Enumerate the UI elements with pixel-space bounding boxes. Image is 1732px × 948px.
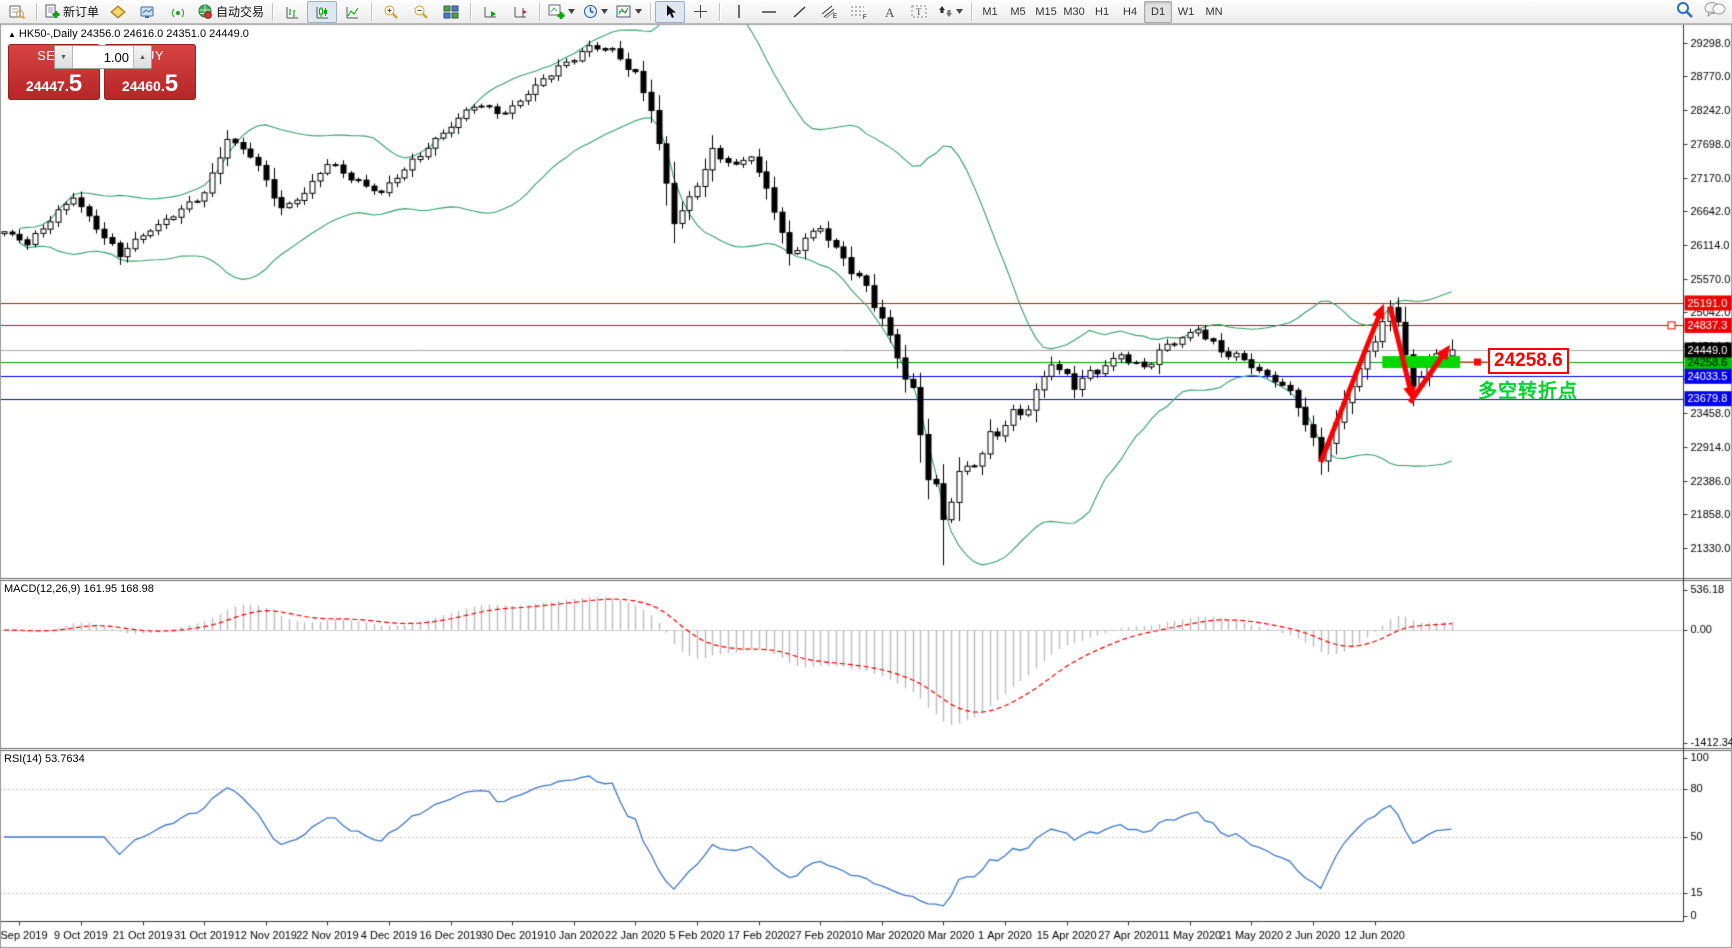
toolbar-separator bbox=[36, 2, 37, 21]
timeframe-bar: M1 M5 M15 M30 H1 H4 D1 W1 MN bbox=[976, 0, 1228, 23]
price-callout-box[interactable]: 24258.6 bbox=[1488, 348, 1569, 374]
fibonacci-icon[interactable]: F bbox=[844, 1, 874, 23]
trendline-icon[interactable] bbox=[784, 1, 814, 23]
volume-increase-button[interactable]: ▲ bbox=[133, 46, 151, 68]
toolbar-separator bbox=[650, 2, 652, 21]
timeframe-button-M1[interactable]: M1 bbox=[982, 5, 998, 18]
macd-indicator-label: MACD(12,26,9) 161.95 168.98 bbox=[4, 583, 154, 595]
sell-price: 24447.5 bbox=[25, 70, 83, 97]
horizontal-line-icon[interactable] bbox=[754, 1, 784, 23]
new-order-button[interactable]: 新订单 bbox=[41, 1, 103, 23]
volume-decrease-button[interactable]: ▼ bbox=[55, 46, 73, 68]
chart-shift-icon[interactable] bbox=[505, 1, 535, 23]
timeframe-button-W1[interactable]: W1 bbox=[1177, 5, 1195, 18]
rsi-indicator-label: RSI(14) 53.7634 bbox=[4, 753, 85, 765]
one-click-trading-panel: SELL 24447.5 BUY 24460.5 ▼ ▲ bbox=[8, 44, 196, 100]
toolbar-separator bbox=[470, 2, 472, 21]
timeframe-button-M15[interactable]: M15 bbox=[1035, 5, 1057, 18]
svg-text:A: A bbox=[885, 5, 895, 19]
volume-box: ▼ ▲ bbox=[54, 45, 152, 69]
timeframe-button-M5[interactable]: M5 bbox=[1010, 5, 1026, 18]
market-watch-icon[interactable] bbox=[103, 1, 133, 23]
svg-text:F: F bbox=[863, 15, 867, 19]
line-chart-icon[interactable] bbox=[337, 1, 367, 23]
auto-trading-button[interactable]: 自动交易 bbox=[193, 1, 268, 23]
timeframe-button-MN[interactable]: MN bbox=[1205, 5, 1223, 18]
toolbar-separator bbox=[539, 2, 541, 21]
chart-symbol-title: ▲ HK50-,Daily 24356.0 24616.0 24351.0 244… bbox=[8, 28, 249, 40]
symbol-marker-icon: ▲ bbox=[8, 30, 16, 39]
toolbar-separator bbox=[272, 2, 274, 21]
text-icon[interactable]: A bbox=[874, 1, 904, 23]
strategy-tester-icon[interactable] bbox=[133, 1, 163, 23]
candlestick-chart-icon[interactable] bbox=[307, 0, 338, 23]
cursor-icon[interactable] bbox=[655, 0, 686, 23]
templates-icon[interactable] bbox=[612, 1, 646, 23]
zoom-out-icon[interactable] bbox=[406, 1, 436, 23]
signals-icon[interactable] bbox=[163, 1, 193, 23]
toolbar: 新订单 自动交易 bbox=[0, 0, 1732, 24]
text-label-icon[interactable]: T bbox=[904, 1, 934, 23]
new-order-label: 新订单 bbox=[63, 5, 100, 19]
arrows-objects-icon[interactable] bbox=[934, 1, 967, 23]
data-window-icon[interactable] bbox=[2, 1, 32, 23]
toolbar-separator bbox=[719, 2, 721, 21]
buy-price: 24460.5 bbox=[121, 70, 179, 97]
timeframe-button-H4[interactable]: H4 bbox=[1123, 5, 1138, 18]
chat-icon[interactable] bbox=[1704, 1, 1726, 23]
toolbar-separator bbox=[971, 2, 973, 21]
equidistant-channel-icon[interactable]: E bbox=[814, 1, 844, 23]
svg-text:T: T bbox=[916, 7, 922, 17]
vertical-line-icon[interactable] bbox=[724, 1, 754, 23]
turning-point-note[interactable]: 多空转折点 bbox=[1478, 381, 1579, 402]
volume-input[interactable] bbox=[73, 48, 133, 66]
toolbar-separator bbox=[371, 2, 373, 21]
svg-text:E: E bbox=[833, 14, 837, 19]
periods-icon[interactable] bbox=[579, 1, 612, 23]
auto-scroll-icon[interactable] bbox=[475, 1, 505, 23]
bar-chart-icon[interactable] bbox=[277, 1, 307, 23]
auto-trading-label: 自动交易 bbox=[216, 5, 265, 19]
tile-windows-icon[interactable] bbox=[436, 1, 466, 23]
zoom-in-icon[interactable] bbox=[376, 1, 406, 23]
search-icon[interactable] bbox=[1676, 1, 1694, 23]
timeframe-button-D1[interactable]: D1 bbox=[1144, 0, 1173, 23]
indicators-add-icon[interactable] bbox=[544, 1, 579, 23]
toolbar-right bbox=[1676, 0, 1726, 24]
timeframe-button-H1[interactable]: H1 bbox=[1095, 5, 1110, 18]
timeframe-button-M30[interactable]: M30 bbox=[1063, 5, 1085, 18]
crosshair-icon[interactable] bbox=[685, 1, 715, 23]
